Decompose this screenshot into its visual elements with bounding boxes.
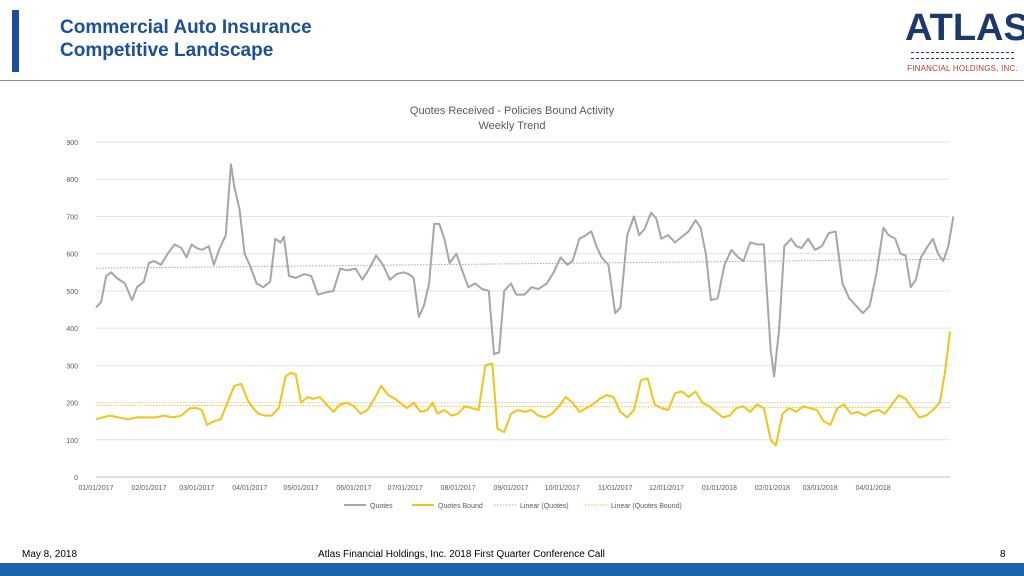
x-tick-label: 04/01/2017 <box>232 485 267 492</box>
x-tick-label: 03/01/2017 <box>179 485 214 492</box>
y-tick-label: 600 <box>66 252 78 259</box>
chart-legend: Quotes Quotes Bound Linear (Quotes) Linear … <box>344 503 682 510</box>
footer-date: May 8, 2018 <box>22 549 78 560</box>
y-tick-label: 400 <box>66 326 78 333</box>
logo-rule-bottom <box>911 58 1014 59</box>
series-line-quotes <box>95 163 955 378</box>
x-tick-label: 01/01/2018 <box>702 485 737 492</box>
footer-center-text: Atlas Financial Holdings, Inc. 2018 Firs… <box>318 549 605 560</box>
y-tick-label: 900 <box>66 140 78 147</box>
y-tick-label: 0 <box>74 475 78 482</box>
title-line-1: Commercial Auto Insurance <box>60 17 312 38</box>
series-layer <box>95 163 955 447</box>
x-tick-label: 04/01/2018 <box>856 485 891 492</box>
x-axis-ticks: 01/01/2017 02/01/2017 03/01/2017 04/01/2017… <box>78 485 890 492</box>
grid-layer <box>96 141 950 478</box>
trendline-quotes <box>95 258 951 269</box>
logo-rule-top <box>911 52 1014 53</box>
legend-label: Linear (Quotes) <box>520 503 569 510</box>
x-tick-label: 05/01/2017 <box>283 485 318 492</box>
accent-bar <box>12 10 19 72</box>
x-tick-label: 06/01/2017 <box>336 485 371 492</box>
y-tick-label: 800 <box>66 177 78 184</box>
x-tick-label: 01/01/2017 <box>78 485 113 492</box>
chart-subtitle: Weekly Trend <box>478 120 545 132</box>
x-tick-label: 02/01/2017 <box>131 485 166 492</box>
y-axis-ticks: 0 100 200 300 400 500 600 700 800 900 <box>66 140 78 482</box>
y-tick-label: 300 <box>66 363 78 370</box>
x-tick-label: 08/01/2017 <box>441 485 476 492</box>
y-tick-label: 700 <box>66 214 78 221</box>
y-tick-label: 200 <box>66 401 78 408</box>
header-divider <box>0 80 1024 81</box>
series-line-quotes-bound <box>95 331 951 447</box>
y-tick-label: 500 <box>66 289 78 296</box>
trendline-quotes-bound <box>95 404 951 409</box>
y-tick-label: 100 <box>66 438 78 445</box>
x-tick-label: 03/01/2018 <box>803 485 838 492</box>
footer-page-number: 8 <box>1000 549 1006 560</box>
atlas-logo: ATLAS FINANCIAL HOLDINGS, INC. <box>905 7 1024 78</box>
x-tick-label: 10/01/2017 <box>545 485 580 492</box>
x-tick-label: 12/01/2017 <box>649 485 684 492</box>
x-tick-label: 02/01/2018 <box>755 485 790 492</box>
trend-layer <box>95 258 951 409</box>
footer-bar <box>0 563 1024 576</box>
x-tick-label: 09/01/2017 <box>494 485 529 492</box>
chart-title: Quotes Received - Policies Bound Activit… <box>410 105 615 117</box>
weekly-trend-chart: Quotes Received - Policies Bound Activit… <box>66 105 955 510</box>
legend-label: Quotes Bound <box>438 503 483 510</box>
legend-label: Linear (Quotes Bound) <box>611 503 682 510</box>
logo-wordmark: ATLAS <box>905 7 1024 49</box>
x-tick-label: 11/01/2017 <box>598 485 633 492</box>
logo-subtitle: FINANCIAL HOLDINGS, INC. <box>907 64 1018 73</box>
x-tick-label: 07/01/2017 <box>388 485 423 492</box>
page-title: Commercial Auto Insurance Competitive La… <box>60 16 312 62</box>
legend-label: Quotes <box>370 503 393 510</box>
title-line-2: Competitive Landscape <box>60 40 274 61</box>
